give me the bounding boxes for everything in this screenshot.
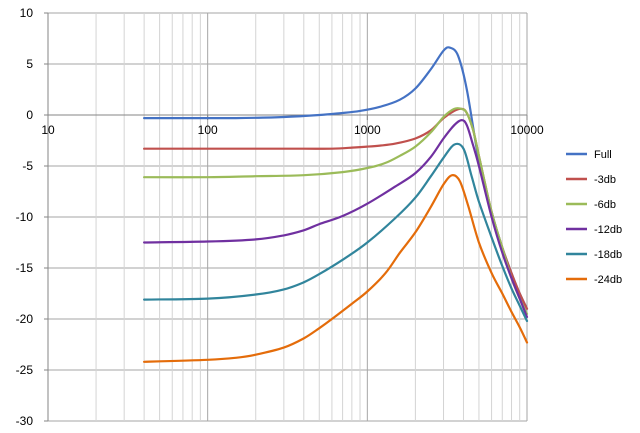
legend-label: -6db: [594, 199, 616, 211]
y-tick-label: 5: [26, 57, 33, 71]
y-tick-label: -5: [22, 159, 33, 173]
x-tick-label: 10000: [510, 123, 544, 137]
legend-label: -12db: [594, 224, 622, 236]
series-line-18db: [143, 142, 529, 323]
y-tick-label: -10: [16, 210, 34, 224]
gridlines: [44, 12, 528, 422]
y-tick-label: 0: [26, 108, 33, 122]
y-tick-label: -30: [16, 414, 34, 428]
y-tick-label: 10: [20, 6, 34, 20]
legend-label: Full: [594, 149, 612, 161]
tick-labels: 10 5 0 -5 -10 -15 -20 -25 -30 10 100 1000 10000: [16, 6, 544, 428]
legend: Full -3db -6db -12db -18db -24db: [566, 149, 622, 286]
x-tick-label: 1000: [354, 123, 381, 137]
y-tick-label: -15: [16, 261, 34, 275]
legend-label: -18db: [594, 249, 622, 261]
series-line-24db: [143, 174, 529, 363]
series-line-6db: [143, 107, 529, 315]
y-tick-label: -25: [16, 363, 34, 377]
legend-label: -3db: [594, 174, 616, 186]
x-tick-label: 10: [41, 123, 55, 137]
y-tick-label: -20: [16, 312, 34, 326]
x-tick-label: 100: [198, 123, 218, 137]
legend-label: -24db: [594, 274, 622, 286]
series-lines: [143, 46, 529, 363]
series-line-12db: [143, 119, 529, 319]
